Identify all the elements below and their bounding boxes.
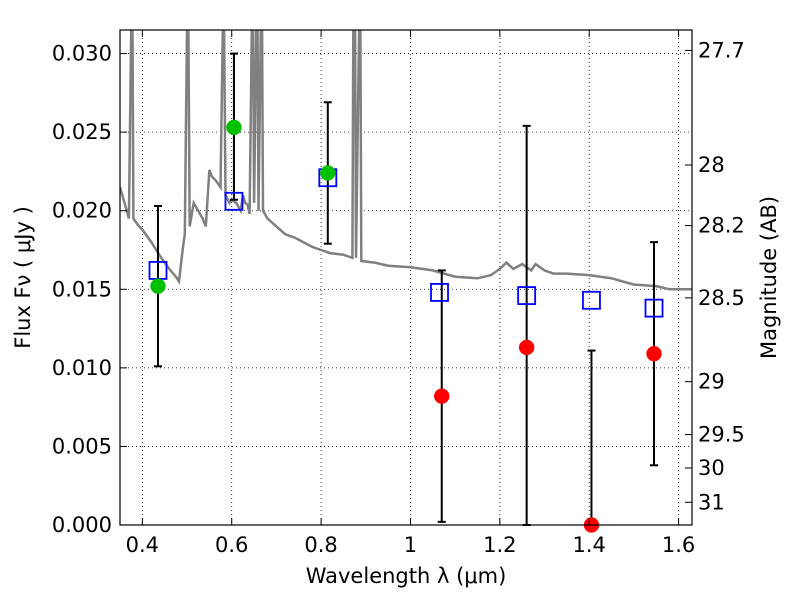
y-tick-label: 0.010 bbox=[52, 356, 112, 380]
y-tick-label: 0.020 bbox=[52, 199, 112, 223]
y-right-tick-label: 27.7 bbox=[698, 38, 745, 62]
data-square bbox=[430, 283, 449, 302]
spectrum-line bbox=[120, 30, 692, 291]
y-right-tick-label: 29.5 bbox=[698, 423, 745, 447]
data-point bbox=[518, 339, 535, 356]
y-right-tick-label: 31 bbox=[698, 490, 725, 514]
y-tick-label: 0.015 bbox=[52, 277, 112, 301]
x-tick-label: 0.4 bbox=[126, 533, 159, 557]
data-point bbox=[226, 119, 242, 136]
y-right-tick-label: 28.2 bbox=[698, 214, 745, 238]
data-markers bbox=[148, 119, 664, 533]
plot-frame bbox=[119, 29, 693, 526]
y-tick-label: 0.000 bbox=[52, 513, 112, 537]
y-tick-label: 0.025 bbox=[52, 120, 112, 144]
x-tick-label: 0.6 bbox=[215, 533, 248, 557]
y-right-tick-label: 28 bbox=[698, 153, 725, 177]
y-tick-label: 0.005 bbox=[52, 434, 112, 458]
data-square bbox=[224, 191, 244, 211]
data-point bbox=[434, 388, 450, 404]
y-tick-label: 0.030 bbox=[52, 42, 112, 66]
x-tick-label: 1.4 bbox=[573, 533, 606, 557]
x-axis-label: Wavelength λ (μm) bbox=[306, 564, 507, 588]
data-square bbox=[582, 290, 601, 310]
x-tick-label: 1 bbox=[404, 533, 417, 557]
data-square bbox=[517, 286, 537, 305]
data-square bbox=[644, 298, 664, 318]
x-tick-label: 1.2 bbox=[483, 533, 516, 557]
axes: 0.4 0.6 0.8 1 1.2 1.4 1.6 0.000 0.005 0.010 0.015 0… bbox=[52, 30, 745, 557]
y-axis-label: Flux Fν ( μJy ) bbox=[11, 206, 35, 349]
data-point bbox=[320, 165, 336, 181]
y-right-tick-label: 29 bbox=[698, 370, 725, 394]
y-right-tick-label: 30 bbox=[698, 456, 725, 480]
y-right-tick-label: 28.5 bbox=[698, 286, 745, 310]
x-tick-label: 0.8 bbox=[304, 533, 337, 557]
data-point bbox=[150, 278, 166, 294]
x-tick-label: 1.6 bbox=[662, 533, 695, 557]
model-spectrum bbox=[120, 30, 692, 291]
y-axis-right-label: Magnitude (AB) bbox=[757, 196, 781, 359]
data-point bbox=[646, 345, 662, 362]
